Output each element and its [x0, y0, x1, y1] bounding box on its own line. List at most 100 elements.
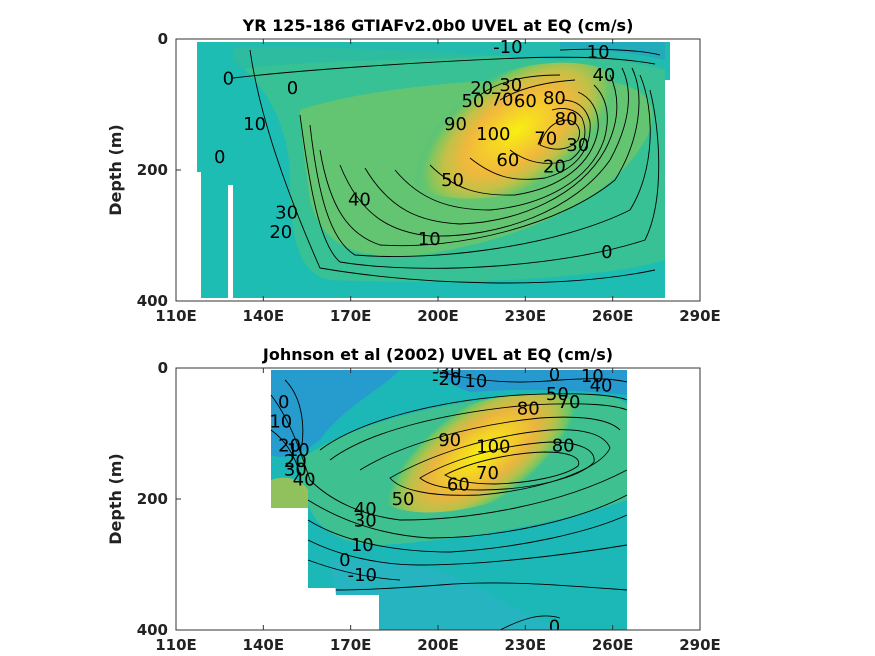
panel-top: YR 125-186 GTIAFv2.0b0 UVEL at EQ (cm/s)	[106, 16, 721, 325]
west-strip-top	[197, 42, 207, 172]
x-tick-label: 170E	[330, 307, 372, 325]
contour-label: 10	[269, 412, 292, 433]
y-tick-label: 0	[158, 30, 168, 48]
x-tick-label: 230E	[505, 307, 547, 325]
y-axis-label-top: Depth (m)	[106, 124, 125, 216]
contours-bottom	[270, 371, 628, 630]
contours-top	[232, 48, 661, 284]
contour-label: 70	[491, 89, 514, 110]
x-tick-label: 290E	[679, 307, 721, 325]
panel-bottom: Johnson et al (2002) UVEL at EQ (cm/s)	[106, 345, 721, 654]
contour-label: 30	[284, 460, 307, 481]
contour-label: 20	[278, 435, 301, 456]
contour-label: 80	[543, 88, 566, 109]
contour-label: 100	[476, 124, 510, 145]
contour-label: -10	[493, 37, 522, 58]
contour-label: 60	[496, 150, 519, 171]
contour-label: 0	[287, 78, 298, 99]
x-tick-label: 200E	[417, 307, 459, 325]
x-tick-label: 260E	[592, 636, 634, 654]
contour-label: -10	[348, 565, 377, 586]
west-strip2-top	[211, 42, 224, 298]
contour-label: 40	[348, 189, 371, 210]
x-tick-label: 140E	[243, 307, 285, 325]
contour-label: 90	[438, 430, 461, 451]
contour-label: 0	[549, 617, 560, 638]
y-axis-label-bottom: Depth (m)	[106, 453, 125, 545]
surface-band-top	[233, 42, 665, 70]
x-tick-label: 170E	[330, 636, 372, 654]
contour-label: 20	[269, 222, 292, 243]
contour-label: 20	[470, 78, 493, 99]
contour-label: 10	[587, 42, 610, 63]
contour-label: 70	[558, 392, 581, 413]
deep-field-bottom	[330, 559, 560, 630]
contour-label: 10	[581, 366, 604, 387]
contour-label: 30	[499, 75, 522, 96]
contour-label: 10	[464, 371, 487, 392]
chart-title-bottom: Johnson et al (2002) UVEL at EQ (cm/s)	[262, 345, 613, 364]
y-tick-label: 400	[137, 292, 168, 310]
contour-label: 30	[275, 203, 298, 224]
contour-label: 100	[476, 437, 510, 458]
contour-label: 30	[566, 135, 589, 156]
y-ticks-top: 0 200 400	[137, 30, 181, 310]
contour-label: 10	[287, 440, 310, 461]
westward-flow-top	[560, 42, 665, 60]
west-warm-bottom	[271, 477, 308, 508]
contour-label: 0	[549, 365, 560, 386]
contour-label: 10	[351, 535, 374, 556]
contour-label: 10	[243, 114, 266, 135]
y-ticks-bottom: 0 200 400	[137, 359, 181, 639]
westward-flow-bottom	[271, 370, 400, 457]
contour-label: 90	[444, 114, 467, 135]
contour-label: 20	[543, 157, 566, 178]
contour-label: 0	[339, 550, 350, 571]
contour-label: 70	[534, 129, 557, 150]
y-tick-label: 200	[137, 490, 168, 508]
contour-label: 40	[590, 376, 613, 397]
x-tick-label: 230E	[505, 636, 547, 654]
contour-label: -30	[432, 361, 461, 382]
contour-label: -20	[432, 369, 461, 390]
contour-label: 40	[293, 469, 316, 490]
contour-label: 0	[214, 147, 225, 168]
contour-label: 50	[461, 91, 484, 112]
contour-label: 80	[555, 109, 578, 130]
contour-label: 0	[278, 392, 289, 413]
contour-label: 70	[476, 463, 499, 484]
x-tick-label: 200E	[417, 636, 459, 654]
x-tick-label: 260E	[592, 307, 634, 325]
y-tick-label: 200	[137, 161, 168, 179]
contour-label: 40	[354, 499, 377, 520]
contour-label: 50	[441, 170, 464, 191]
contour-label: 80	[517, 399, 540, 420]
contour-label: 20	[284, 451, 307, 472]
undercurrent-core-top	[400, 62, 633, 199]
contour-label: 50	[546, 384, 569, 405]
x-tick-label: 140E	[243, 636, 285, 654]
x-ticks-top: 110E 140E 170E 200E 230E 260E 290E	[155, 39, 721, 325]
contour-label: 0	[601, 242, 612, 263]
contour-label: 30	[354, 511, 377, 532]
chart-title-top: YR 125-186 GTIAFv2.0b0 UVEL at EQ (cm/s)	[242, 16, 634, 35]
surface-west-bottom	[440, 370, 627, 395]
x-ticks-bottom: 110E 140E 170E 200E 230E 260E 290E	[155, 368, 721, 654]
x-tick-label: 110E	[155, 636, 197, 654]
contour-label: 60	[514, 91, 537, 112]
x-tick-label: 290E	[679, 636, 721, 654]
contour-label: 0	[223, 68, 234, 89]
contour-label: 60	[447, 475, 470, 496]
y-tick-label: 400	[137, 621, 168, 639]
contour-label: 10	[418, 229, 441, 250]
contour-label: 50	[392, 489, 415, 510]
contour-label: 80	[552, 435, 575, 456]
contour-label: 40	[592, 65, 615, 86]
x-tick-label: 110E	[155, 307, 197, 325]
y-tick-label: 0	[158, 359, 168, 377]
